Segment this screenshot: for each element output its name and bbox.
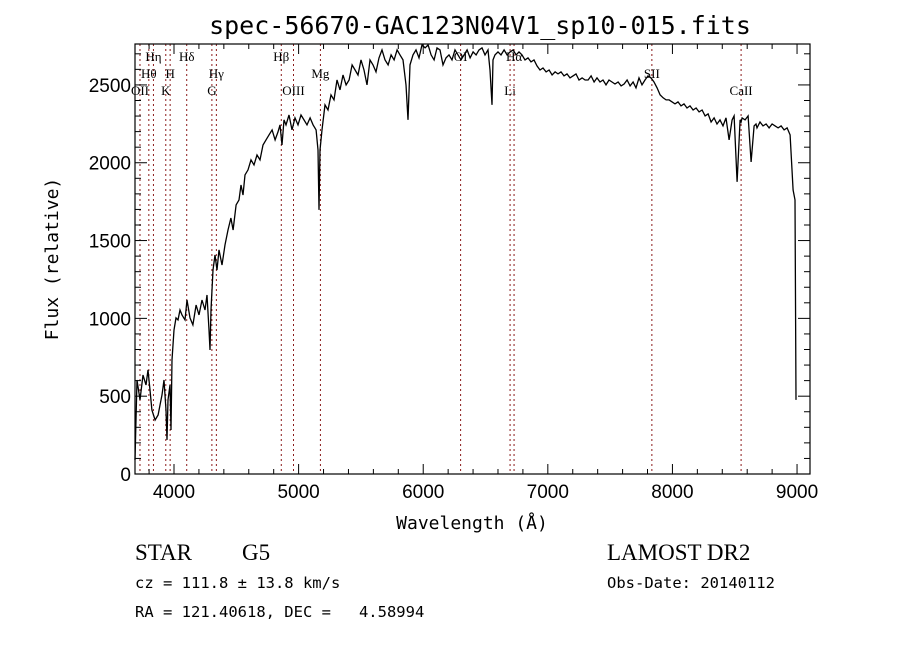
spectral-line-label: K (161, 83, 171, 98)
spectral-line-label: SII (644, 66, 660, 81)
x-tick-label: 9000 (776, 482, 818, 503)
coordinates-text: RA = 121.40618, DEC = 4.58994 (135, 603, 425, 621)
object-class: STAR (135, 540, 192, 565)
y-tick-label: 1000 (89, 309, 131, 330)
redshift-text: cz = 111.8 ± 13.8 km/s (135, 574, 341, 592)
survey-name: LAMOST DR2 (607, 540, 751, 565)
spectral-line-label: OIII (282, 83, 304, 98)
spectral-line-label: Hη (145, 49, 161, 64)
y-tick-label: 1500 (89, 232, 131, 253)
spectral-line-label: G (207, 83, 216, 98)
object-subclass: G5 (242, 540, 271, 565)
y-tick-label: 0 (120, 465, 131, 486)
x-tick-label: 5000 (277, 482, 319, 503)
axis-ticks: 4000 5000 6000 7000 8000 9000 0 500 1000 1500 2000… (89, 44, 818, 503)
spectral-line-label: H (165, 66, 174, 81)
y-tick-label: 2500 (89, 76, 131, 97)
plot-frame (134, 43, 811, 475)
x-tick-label: 7000 (527, 482, 569, 503)
y-tick-label: 2000 (89, 154, 131, 175)
x-axis-label: Wavelength (Å) (396, 512, 548, 534)
spectral-line-label: Hδ (179, 49, 195, 64)
spectral-line-label: Hγ (209, 66, 224, 81)
x-tick-label: 4000 (153, 482, 195, 503)
spectral-line-label: Li (504, 83, 516, 98)
spectral-line-label: Mg (311, 66, 330, 81)
y-tick-label: 500 (99, 387, 131, 408)
x-tick-label: 8000 (651, 482, 693, 503)
spectrum-line (134, 43, 797, 461)
spectral-line-label: CaII (730, 83, 753, 98)
x-tick-label: 6000 (402, 482, 444, 503)
observation-date: Obs-Date: 20140112 (607, 574, 775, 592)
spectral-line-label: Hβ (273, 49, 289, 64)
chart-title: spec-56670-GAC123N04V1_sp10-015.fits (209, 11, 751, 40)
y-axis-label: Flux (relative) (42, 178, 63, 341)
spectral-line-label: Hθ (141, 66, 157, 81)
